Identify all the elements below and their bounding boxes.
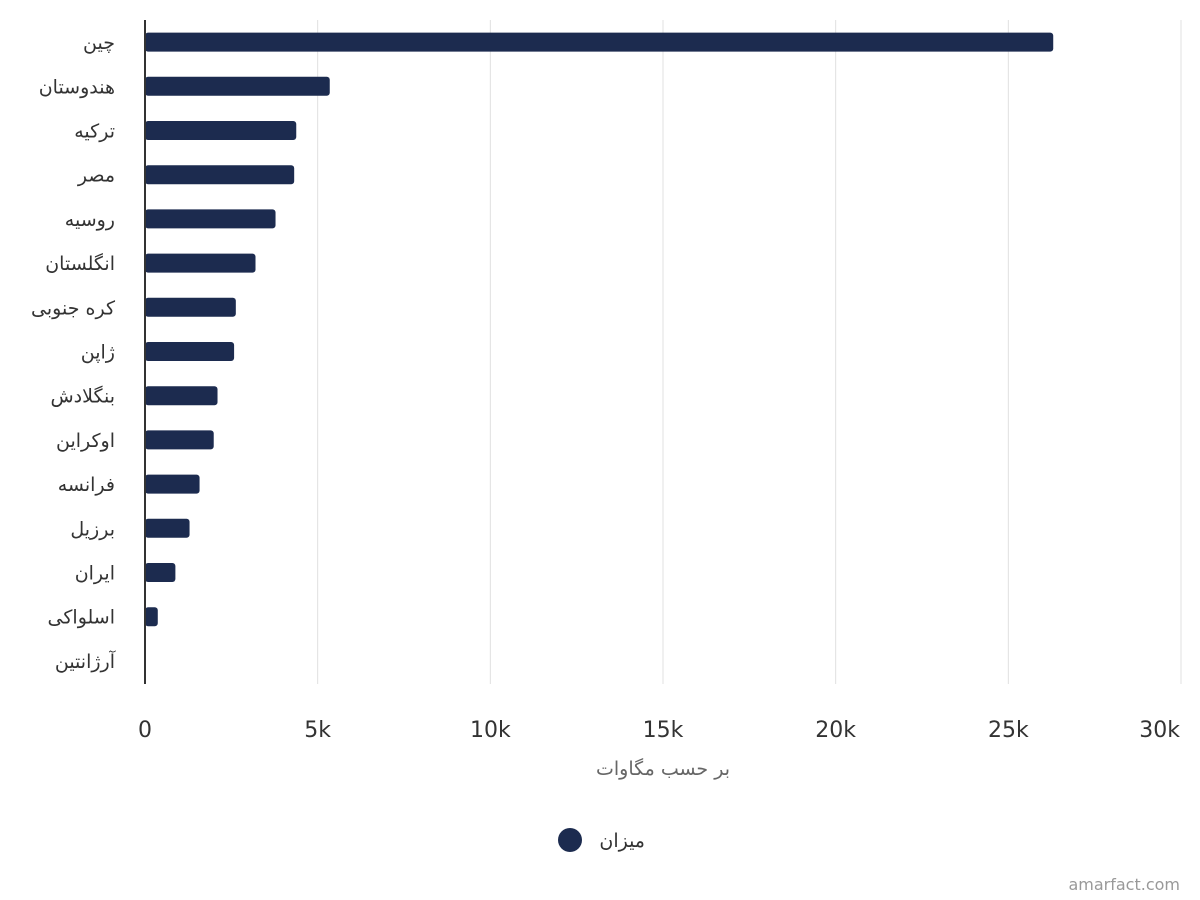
- bar[interactable]: [145, 607, 158, 627]
- category-label: ژاپن: [81, 342, 115, 364]
- watermark: amarfact.com: [1068, 875, 1180, 894]
- x-tick-label: 25k: [988, 718, 1029, 743]
- category-label: فرانسه: [58, 474, 115, 496]
- category-label: اوکراین: [56, 430, 115, 452]
- bar[interactable]: [145, 253, 256, 273]
- category-label: ایران: [75, 563, 115, 585]
- bar[interactable]: [145, 386, 218, 406]
- category-label: بنگلادش: [50, 385, 115, 408]
- category-label: مصر: [77, 165, 115, 187]
- bar[interactable]: [145, 209, 276, 229]
- x-tick-label: 5k: [304, 718, 331, 743]
- legend[interactable]: میزان: [558, 828, 645, 852]
- legend-label: میزان: [599, 830, 645, 852]
- category-label: برزیل: [70, 518, 115, 540]
- bars: [145, 32, 1054, 627]
- x-tick-label: 15k: [643, 718, 684, 743]
- category-label: انگلستان: [45, 252, 115, 275]
- category-label: ترکیه: [74, 121, 115, 143]
- x-tick-labels: 0 5k 10k 15k 20k 25k 30k: [138, 718, 1180, 743]
- bar[interactable]: [145, 297, 236, 317]
- category-label: روسیه: [65, 209, 115, 231]
- bar[interactable]: [145, 342, 235, 361]
- bar[interactable]: [145, 121, 297, 140]
- bar[interactable]: [145, 563, 176, 582]
- gridlines: [317, 20, 1182, 684]
- category-labels: چین هندوستان ترکیه مصر روسیه انگلستان کره جنوب…: [31, 32, 116, 673]
- x-axis-title: بر حسب مگاوات: [596, 757, 730, 780]
- bar[interactable]: [145, 32, 1054, 52]
- x-tick-label: 30k: [1139, 718, 1180, 743]
- x-tick-label: 10k: [470, 718, 511, 743]
- bar[interactable]: [145, 474, 200, 494]
- legend-marker: [558, 828, 582, 852]
- bar[interactable]: [145, 518, 190, 538]
- category-label: چین: [83, 32, 115, 54]
- bar[interactable]: [145, 76, 330, 96]
- category-label: هندوستان: [39, 76, 115, 98]
- x-tick-label: 0: [138, 718, 152, 743]
- bar[interactable]: [145, 165, 295, 185]
- category-label: کره جنوبی: [31, 297, 116, 319]
- category-label: آرژانتین: [55, 649, 116, 673]
- category-label: اسلواکی: [48, 607, 115, 629]
- x-tick-label: 20k: [815, 718, 856, 743]
- bar[interactable]: [145, 430, 214, 450]
